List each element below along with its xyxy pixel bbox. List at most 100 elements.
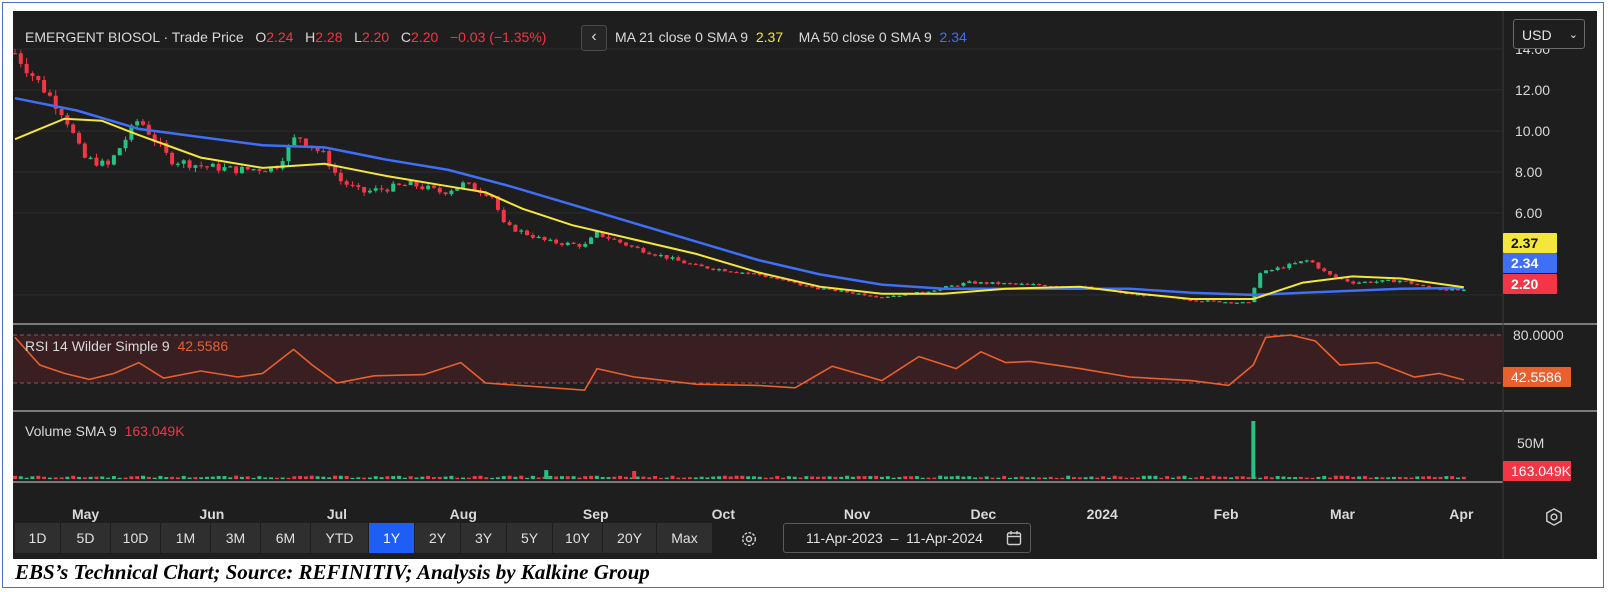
- volume-bar: [1060, 477, 1065, 479]
- volume-bar: [1007, 477, 1012, 479]
- x-tick-label: Dec: [970, 506, 997, 522]
- candle-body: [804, 285, 809, 287]
- rsi-line: [14, 334, 1465, 392]
- candle-body: [978, 282, 983, 284]
- rsi-value: 42.5586: [177, 338, 229, 354]
- volume-bar: [321, 476, 326, 479]
- volume-bar: [1165, 476, 1170, 479]
- candle-body: [612, 238, 617, 240]
- x-tick-label: May: [71, 506, 100, 522]
- candle-body: [338, 172, 343, 182]
- volume-bar: [1112, 475, 1117, 479]
- range-button-10y[interactable]: 10Y: [553, 523, 603, 553]
- candle-body: [333, 166, 338, 173]
- volume-bar: [583, 476, 588, 479]
- volume-bar: [1223, 476, 1228, 479]
- candle-body: [472, 183, 477, 191]
- x-tick-label: Feb: [1213, 506, 1239, 522]
- range-button-3y[interactable]: 3Y: [461, 523, 507, 553]
- candle-body: [135, 121, 140, 126]
- candle-body: [1310, 260, 1315, 263]
- range-button-20y[interactable]: 20Y: [603, 523, 657, 553]
- volume-bar: [961, 476, 966, 479]
- candle-body: [897, 295, 902, 297]
- candle-body: [1002, 283, 1007, 285]
- volume-bar: [996, 477, 1001, 479]
- date-range-picker[interactable]: 11-Apr-2023 – 11-Apr-2024: [783, 523, 1031, 553]
- volume-bar: [1333, 475, 1338, 479]
- volume-bar: [594, 475, 599, 479]
- volume-bar: [269, 477, 274, 479]
- volume-bar: [612, 476, 617, 479]
- range-button-max[interactable]: Max: [657, 523, 713, 553]
- volume-bar: [1170, 477, 1175, 479]
- settings-gear-icon[interactable]: [1545, 508, 1563, 526]
- candle-body: [1264, 270, 1269, 274]
- candle-body: [856, 293, 861, 295]
- range-button-5d[interactable]: 5D: [61, 523, 111, 553]
- volume-bar: [1025, 477, 1030, 479]
- candle-body: [1217, 300, 1222, 303]
- collapse-legend-button[interactable]: ‹: [581, 25, 607, 51]
- candle-body: [367, 190, 372, 193]
- candle-body: [1229, 302, 1234, 304]
- volume-bar: [1310, 477, 1315, 479]
- candle-body: [1438, 288, 1443, 291]
- volume-bar: [274, 477, 279, 479]
- range-settings-gear-icon[interactable]: [740, 530, 758, 548]
- volume-bar: [763, 477, 768, 479]
- range-button-10d[interactable]: 10D: [111, 523, 161, 553]
- candle-body: [298, 137, 303, 139]
- candle-body: [1019, 283, 1024, 285]
- change-value: −0.03 (−1.35%): [449, 29, 547, 45]
- candle-body: [251, 169, 256, 171]
- volume-bar: [973, 477, 978, 479]
- range-button-2y[interactable]: 2Y: [415, 523, 461, 553]
- currency-value: USD: [1522, 27, 1552, 43]
- volume-bar: [1211, 475, 1216, 479]
- range-button-ytd[interactable]: YTD: [311, 523, 369, 553]
- volume-bar: [1106, 477, 1111, 479]
- volume-bar: [379, 477, 384, 479]
- candle-body: [850, 292, 855, 294]
- ma21-label: MA 21 close 0 SMA 9: [615, 29, 749, 45]
- volume-bar: [1234, 476, 1239, 479]
- range-button-6m[interactable]: 6M: [261, 523, 311, 553]
- volume-bar: [1217, 476, 1222, 479]
- range-button-1y[interactable]: 1Y: [369, 523, 415, 553]
- volume-bar: [990, 477, 995, 479]
- candle-body: [786, 279, 791, 282]
- candle-body: [868, 295, 873, 297]
- volume-bar: [967, 476, 972, 479]
- candle-body: [548, 239, 553, 241]
- volume-bar: [699, 476, 704, 479]
- candle-body: [623, 242, 628, 246]
- candle-body: [263, 170, 268, 173]
- volume-bar: [705, 477, 710, 479]
- candle-body: [525, 230, 530, 236]
- high-value: 2.28: [315, 29, 343, 45]
- range-button-1d[interactable]: 1D: [15, 523, 61, 553]
- candle-body: [932, 290, 937, 292]
- volume-bar: [414, 477, 419, 479]
- range-button-3m[interactable]: 3M: [211, 523, 261, 553]
- candle-body: [1333, 274, 1338, 278]
- candle-body: [461, 182, 466, 188]
- candle-body: [1258, 273, 1263, 288]
- candle-body: [1304, 260, 1309, 262]
- candle-body: [362, 186, 367, 193]
- currency-select[interactable]: USD ⌄: [1513, 19, 1585, 49]
- candle-body: [141, 121, 146, 125]
- range-button-1m[interactable]: 1M: [161, 523, 211, 553]
- candle-body: [792, 281, 797, 283]
- volume-bar: [18, 476, 23, 479]
- candle-body: [810, 285, 815, 288]
- candle-body: [77, 132, 82, 144]
- candle-body: [408, 180, 413, 186]
- candle-body: [455, 187, 460, 191]
- volume-bar: [1461, 476, 1466, 479]
- range-button-5y[interactable]: 5Y: [507, 523, 553, 553]
- volume-bar: [647, 477, 652, 479]
- volume-bar: [856, 476, 861, 479]
- volume-bar: [804, 476, 809, 479]
